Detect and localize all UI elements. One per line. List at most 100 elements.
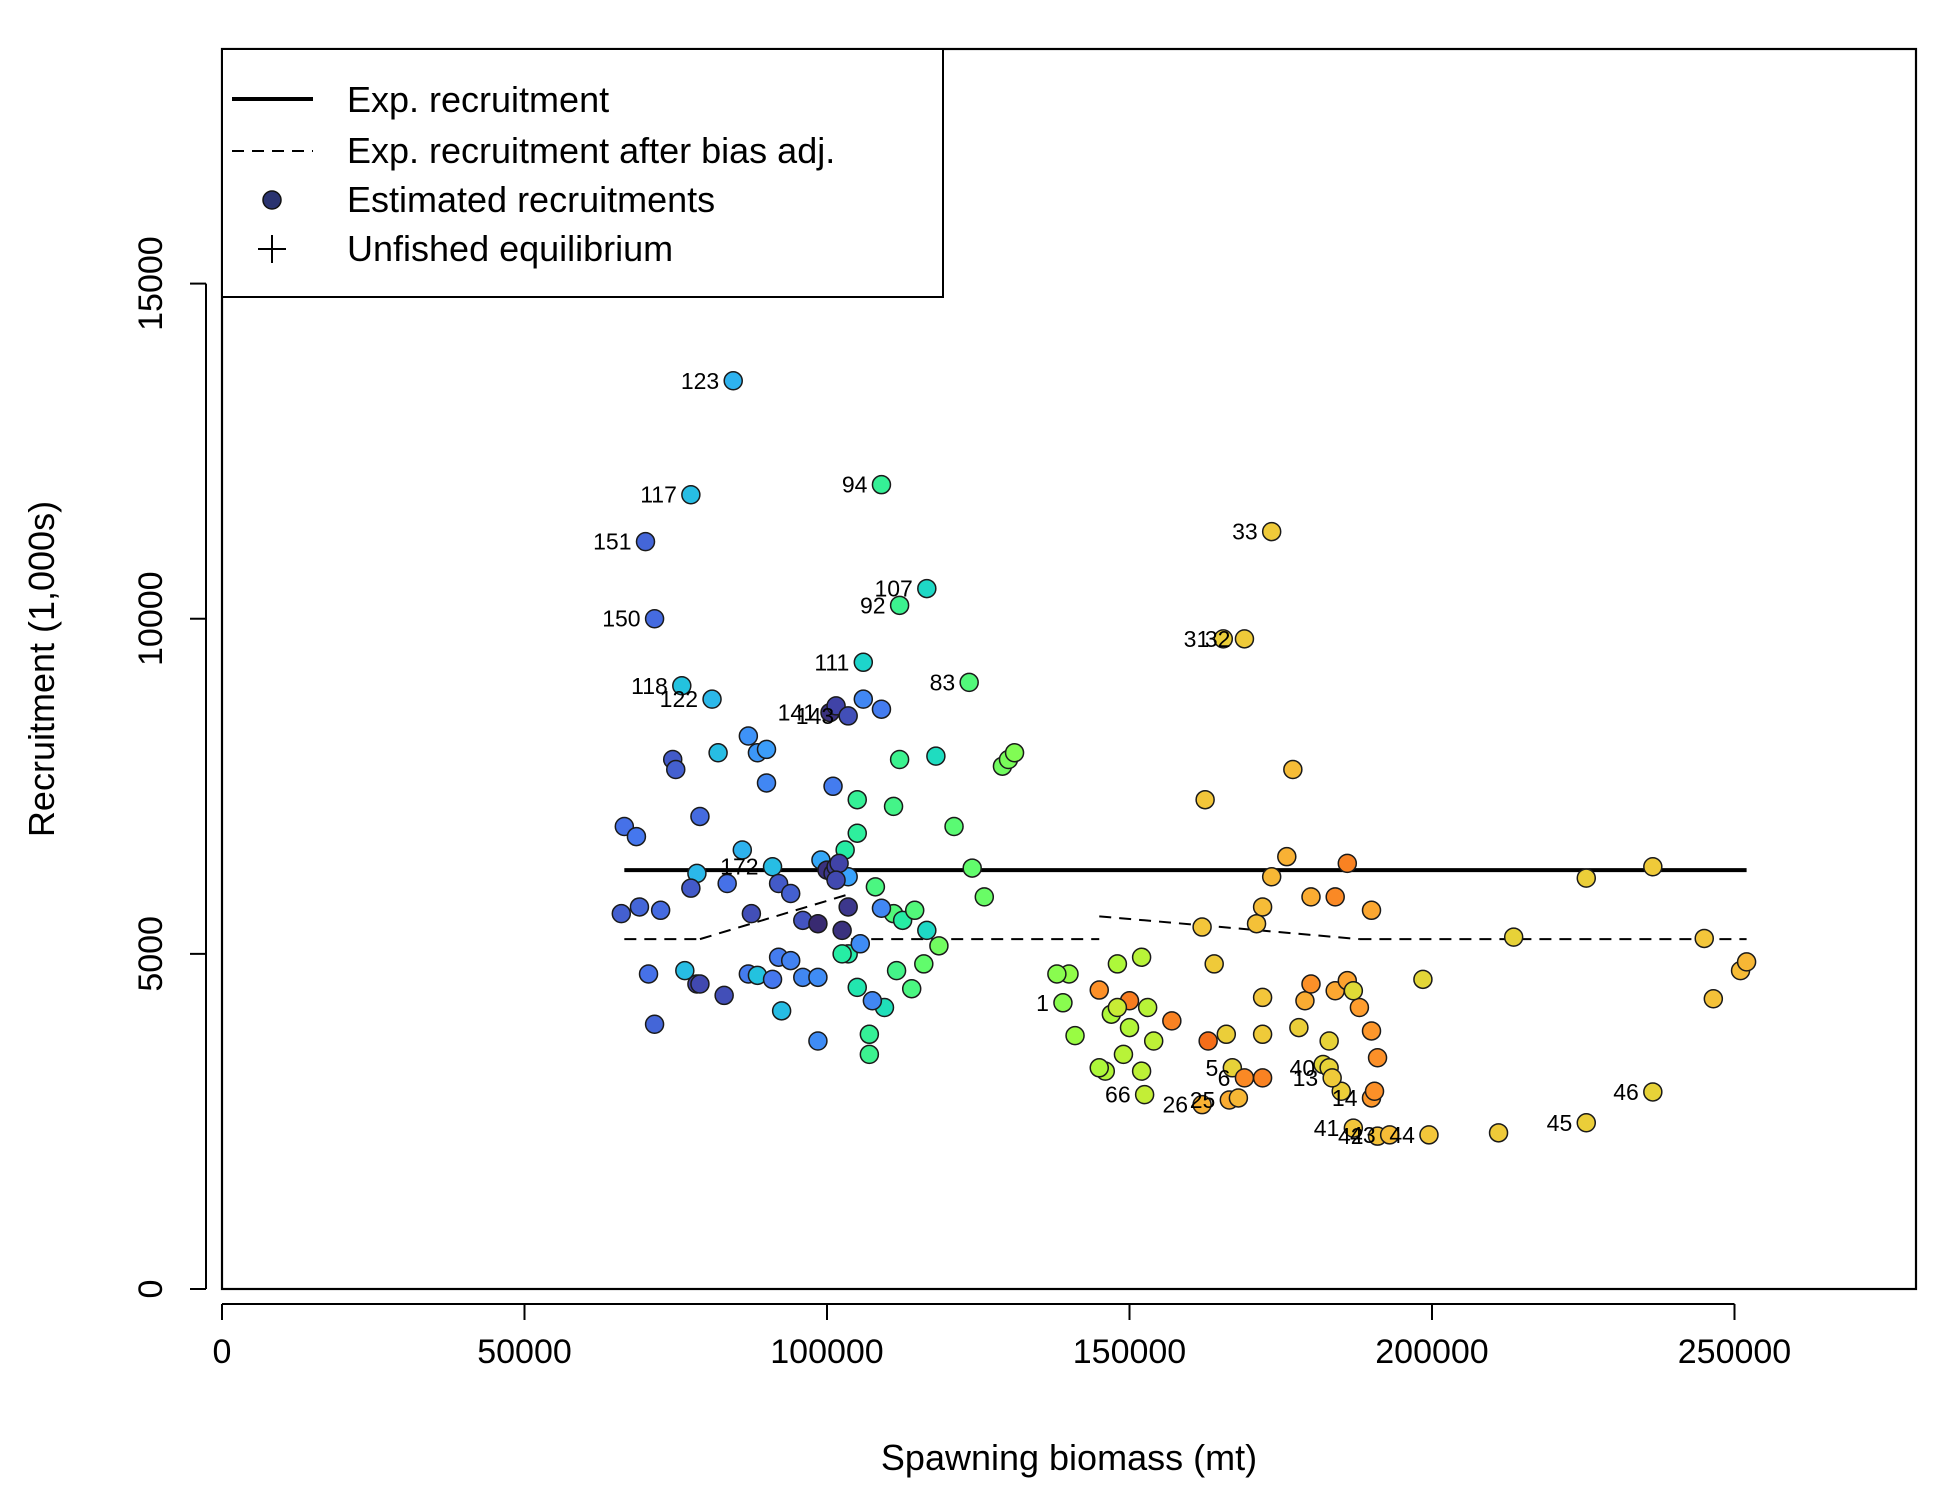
recruitment-year-label: 141 (778, 700, 816, 726)
recruitment-year-label: 123 (681, 368, 719, 394)
recruitment-point (871, 898, 892, 919)
recruitment-point (1113, 1044, 1134, 1065)
recruitment-year-label: 41 (1314, 1115, 1340, 1141)
x-tick-label: 200000 (1375, 1333, 1488, 1371)
recruitment-point (1131, 947, 1152, 967)
recruitment-point (1192, 917, 1212, 937)
recruitment-point (714, 985, 734, 1006)
legend-label-bias-adj: Exp. recruitment after bias adj. (347, 130, 835, 171)
recruitment-point (756, 739, 777, 760)
recruitment-point (1576, 1113, 1597, 1133)
recruitment-point (681, 484, 701, 505)
recruitment-point (650, 900, 671, 921)
recruitment-point (823, 776, 843, 797)
x-axis: 0 50000 100000 150000 200000 250000 (213, 1303, 1791, 1371)
legend-label-unfished-equilibrium: Unfished equilibrium (347, 228, 673, 269)
recruitment-point (850, 934, 871, 954)
expected-recruitment-lines (624, 868, 1747, 941)
recruitment-point (1004, 743, 1025, 763)
recruitment-year-label: 122 (660, 686, 698, 712)
recruitment-point (1213, 629, 1234, 649)
recruitment-year-label: 6 (1218, 1065, 1231, 1091)
recruitment-point (859, 1024, 880, 1045)
recruitment-point (1643, 1082, 1663, 1102)
recruitment-point (1343, 980, 1364, 1001)
recruitment-year-label: 31 (1184, 626, 1210, 652)
recruitment-point (717, 873, 737, 894)
recruitment-point (690, 806, 710, 827)
recruitment-point (829, 853, 849, 874)
recruitment-point (808, 1031, 828, 1051)
exp-recruitment-bias-adj-line (1099, 915, 1360, 941)
recruitment-point (1137, 997, 1158, 1018)
recruitment-point (666, 759, 686, 780)
recruitment-point (635, 531, 656, 552)
recruitment-point (1089, 980, 1109, 1000)
recruitment-point (1576, 868, 1597, 888)
recruitment-point (681, 878, 701, 898)
recruitment-point (1246, 913, 1267, 934)
recruitment-year-label: 33 (1232, 519, 1258, 545)
recruitment-point (1198, 1031, 1218, 1051)
recruitment-point (959, 672, 979, 693)
recruitment-point (1503, 927, 1524, 947)
x-tick-label: 100000 (770, 1333, 883, 1371)
recruitment-point (1703, 989, 1724, 1009)
y-axis: 0 5000 10000 15000 (132, 236, 207, 1298)
recruitment-point (1143, 1031, 1164, 1051)
recruitment-point (702, 689, 722, 709)
recruitment-year-label: 1 (1036, 990, 1049, 1016)
recruitment-point (832, 920, 852, 941)
recruitment-point (1131, 1061, 1152, 1081)
recruitment-year-label: 92 (860, 592, 886, 618)
recruitment-point (1252, 987, 1273, 1008)
recruitment-point (865, 877, 886, 897)
recruitment-year-label: 83 (930, 669, 956, 695)
recruitment-point (862, 991, 883, 1011)
recruitment-point (1261, 867, 1282, 887)
legend-point-swatch (262, 190, 282, 210)
recruitment-point (1419, 1125, 1439, 1145)
recruitment-point (871, 699, 892, 719)
recruitment-point (1277, 846, 1297, 867)
recruitment-point (1234, 1068, 1255, 1088)
recruitment-year-label: 25 (1190, 1087, 1216, 1113)
recruitment-point (1192, 1094, 1212, 1115)
recruitment-point (672, 676, 692, 696)
recruitment-point (886, 960, 907, 981)
recruitment-point (1331, 1081, 1351, 1102)
recruitment-year-label: 117 (640, 482, 677, 508)
recruitment-point (847, 977, 867, 998)
recruitment-point (762, 969, 783, 990)
recruitment-point (847, 823, 867, 843)
recruitment-point (741, 903, 762, 924)
recruitment-year-label: 118 (631, 673, 668, 699)
recruitment-point (732, 840, 753, 860)
recruitment-point (1694, 928, 1714, 949)
plot-frame (220, 47, 1918, 1291)
recruitment-year-label: 46 (1613, 1079, 1639, 1105)
recruitment-point (1295, 991, 1315, 1011)
recruitment-point (690, 974, 710, 994)
recruitment-point (738, 726, 759, 746)
recruitment-point (626, 826, 647, 847)
recruitment-point (1252, 1024, 1273, 1045)
recruitment-point (962, 858, 982, 878)
recruitment-year-label: 150 (602, 606, 640, 632)
recruitment-point (1364, 1081, 1385, 1102)
recruitment-point (1134, 1084, 1155, 1105)
recruitment-point (780, 950, 801, 971)
recruitment-point (1301, 974, 1321, 994)
recruitment-point (1488, 1123, 1509, 1143)
x-axis-title: Spawning biomass (mt) (881, 1437, 1257, 1478)
recruitment-point (1283, 759, 1303, 780)
y-tick-label: 10000 (132, 571, 170, 666)
recruitment-year-label: 107 (874, 576, 912, 602)
recruitment-point (1361, 1021, 1382, 1041)
recruitment-year-label: 44 (1389, 1122, 1415, 1148)
recruitment-point (1089, 1058, 1109, 1078)
recruitment-point (1367, 1048, 1388, 1068)
recruitment-point (904, 900, 925, 921)
recruitment-point (1379, 1125, 1400, 1145)
